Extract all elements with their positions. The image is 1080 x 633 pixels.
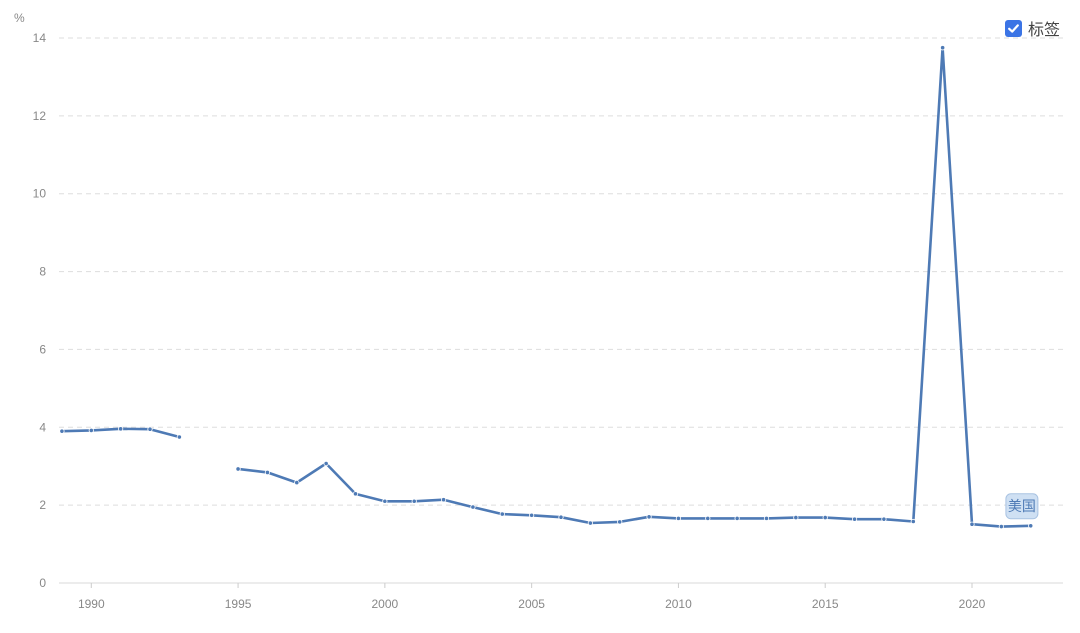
data-point-2011 [705,515,711,521]
data-point-2003 [470,504,476,510]
data-point-1992 [147,426,153,432]
data-point-2000 [382,498,388,504]
y-tick-label-12: 12 [33,109,47,123]
data-point-1991 [118,426,124,432]
y-tick-label-10: 10 [33,187,47,201]
data-point-2022 [1028,523,1034,529]
data-point-2001 [411,498,417,504]
data-point-2021 [998,523,1004,530]
data-point-1993 [176,434,182,440]
data-point-1995 [235,466,241,472]
label-checkbox[interactable] [1004,19,1022,37]
x-tick-label-2005: 2005 [518,597,545,611]
data-point-1998 [323,460,329,467]
label-toggle[interactable]: 标签 [1004,16,1060,40]
series-line-segment-1 [236,46,1032,528]
series-end-label-text: 美国 [1008,499,1036,515]
data-point-1996 [264,469,271,476]
data-point-1999 [352,491,359,497]
gridlines [59,37,1063,506]
x-tick-label-2020: 2020 [959,597,986,611]
data-point-2007 [587,520,593,526]
data-point-2005 [529,512,535,518]
data-point-2008 [617,519,623,525]
data-point-2015 [822,514,828,521]
series-layer: 美国 [59,45,1039,530]
x-tick-label-1990: 1990 [78,597,105,611]
data-point-1990 [88,427,94,433]
data-point-2013 [763,515,770,521]
data-point-1989 [59,428,65,434]
data-point-2006 [558,514,564,520]
data-point-2012 [734,515,740,521]
data-point-2002 [440,497,447,503]
data-point-2004 [499,511,505,517]
check-icon [1008,23,1019,33]
y-tick-label-14: 14 [33,31,47,45]
data-point-2014 [793,514,799,521]
data-point-2009 [646,514,652,520]
y-tick-label-4: 4 [39,420,46,434]
x-tick-label-2015: 2015 [812,597,839,611]
y-tick-label-0: 0 [39,576,46,590]
data-point-2020 [969,521,975,527]
label-checkbox-text: 标签 [1027,22,1060,39]
y-tick-label-2: 2 [39,498,46,512]
data-point-1997 [294,479,300,486]
x-tick-label-2010: 2010 [665,597,692,611]
y-tick-label-8: 8 [39,265,46,279]
series-end-label-box [1005,493,1039,520]
x-tick-label-1995: 1995 [225,597,252,611]
x-tick-label-2000: 2000 [372,597,399,611]
data-point-2018 [910,518,916,525]
data-point-2019 [940,45,946,51]
y-tick-label-6: 6 [39,342,46,356]
data-point-2010 [675,515,682,521]
series-end-label: 美国 [1005,493,1039,520]
axes: % 0 2 4 6 8 10 12 14 1990 1995 2000 2005 2010 2015 202… [14,11,1063,611]
y-axis-unit-label: % [14,11,25,25]
series-0: 美国 [59,45,1039,530]
data-point-2017 [881,516,887,522]
data-point-2016 [851,516,858,522]
